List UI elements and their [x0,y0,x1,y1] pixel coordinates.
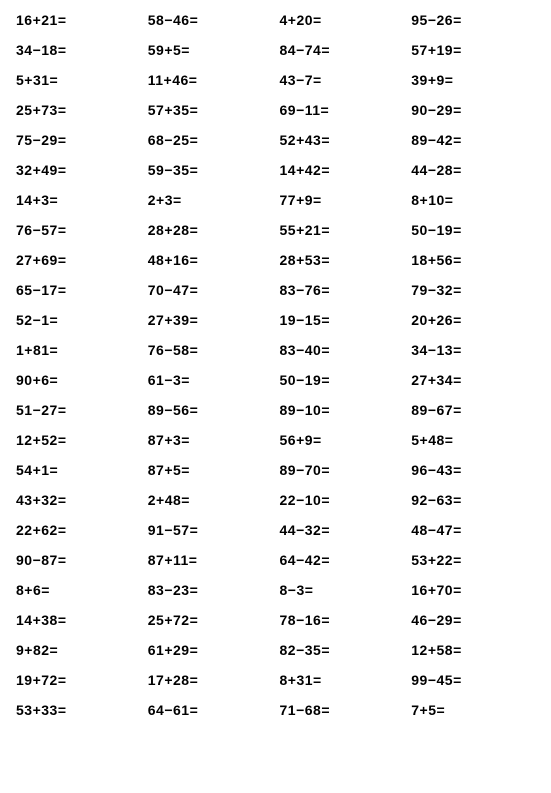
math-problem: 8−3= [280,582,404,598]
math-problem: 18+56= [411,252,535,268]
math-problem: 16+21= [16,12,140,28]
math-problem: 71−68= [280,702,404,718]
math-problem: 99−45= [411,672,535,688]
math-problem: 22−10= [280,492,404,508]
math-problem: 2+3= [148,192,272,208]
math-problem: 91−57= [148,522,272,538]
math-problem: 44−32= [280,522,404,538]
math-problem: 8+10= [411,192,535,208]
math-problem: 61+29= [148,642,272,658]
math-problem: 68−25= [148,132,272,148]
math-problem: 87+5= [148,462,272,478]
math-problem: 8+31= [280,672,404,688]
math-problem: 70−47= [148,282,272,298]
math-problem: 56+9= [280,432,404,448]
math-problem: 39+9= [411,72,535,88]
math-problem: 34−18= [16,42,140,58]
math-problem: 7+5= [411,702,535,718]
math-problem: 92−63= [411,492,535,508]
math-problem: 64−42= [280,552,404,568]
math-problem: 27+34= [411,372,535,388]
math-problem: 25+72= [148,612,272,628]
math-problem: 52−1= [16,312,140,328]
math-problem: 90−87= [16,552,140,568]
math-problem: 8+6= [16,582,140,598]
math-problem: 52+43= [280,132,404,148]
math-problem: 17+28= [148,672,272,688]
math-problem: 89−56= [148,402,272,418]
math-problem: 32+49= [16,162,140,178]
math-problem: 19−15= [280,312,404,328]
math-worksheet: 16+21= 58−46= 4+20= 95−26= 34−18= 59+5= 84−74=… [16,12,535,718]
math-problem: 83−40= [280,342,404,358]
math-problem: 44−28= [411,162,535,178]
math-problem: 11+46= [148,72,272,88]
math-problem: 76−57= [16,222,140,238]
math-problem: 50−19= [280,372,404,388]
math-problem: 19+72= [16,672,140,688]
math-problem: 12+52= [16,432,140,448]
math-problem: 34−13= [411,342,535,358]
math-problem: 89−42= [411,132,535,148]
math-problem: 83−76= [280,282,404,298]
math-problem: 4+20= [280,12,404,28]
math-problem: 76−58= [148,342,272,358]
math-problem: 77+9= [280,192,404,208]
math-problem: 61−3= [148,372,272,388]
math-problem: 27+39= [148,312,272,328]
math-problem: 79−32= [411,282,535,298]
math-problem: 46−29= [411,612,535,628]
math-problem: 28+53= [280,252,404,268]
math-problem: 59−35= [148,162,272,178]
math-problem: 90+6= [16,372,140,388]
math-problem: 96−43= [411,462,535,478]
math-problem: 89−67= [411,402,535,418]
math-problem: 65−17= [16,282,140,298]
math-problem: 89−10= [280,402,404,418]
math-problem: 14+42= [280,162,404,178]
math-problem: 64−61= [148,702,272,718]
math-problem: 20+26= [411,312,535,328]
math-problem: 78−16= [280,612,404,628]
math-problem: 2+48= [148,492,272,508]
math-problem: 27+69= [16,252,140,268]
math-problem: 25+73= [16,102,140,118]
math-problem: 14+3= [16,192,140,208]
math-problem: 59+5= [148,42,272,58]
math-problem: 1+81= [16,342,140,358]
math-problem: 48+16= [148,252,272,268]
math-problem: 5+31= [16,72,140,88]
math-problem: 69−11= [280,102,404,118]
math-problem: 9+82= [16,642,140,658]
math-problem: 57+19= [411,42,535,58]
math-problem: 95−26= [411,12,535,28]
math-problem: 90−29= [411,102,535,118]
math-problem: 87+3= [148,432,272,448]
math-problem: 43−7= [280,72,404,88]
math-problem: 48−47= [411,522,535,538]
math-problem: 5+48= [411,432,535,448]
math-problem: 22+62= [16,522,140,538]
math-problem: 55+21= [280,222,404,238]
math-problem: 82−35= [280,642,404,658]
math-problem: 57+35= [148,102,272,118]
math-problem: 89−70= [280,462,404,478]
math-problem: 87+11= [148,552,272,568]
math-problem: 84−74= [280,42,404,58]
math-problem: 50−19= [411,222,535,238]
math-problem: 53+22= [411,552,535,568]
math-problem: 14+38= [16,612,140,628]
math-problem: 54+1= [16,462,140,478]
math-problem: 53+33= [16,702,140,718]
math-problem: 83−23= [148,582,272,598]
math-problem: 75−29= [16,132,140,148]
math-problem: 51−27= [16,402,140,418]
math-problem: 12+58= [411,642,535,658]
math-problem: 58−46= [148,12,272,28]
math-problem: 28+28= [148,222,272,238]
math-problem: 16+70= [411,582,535,598]
math-problem: 43+32= [16,492,140,508]
